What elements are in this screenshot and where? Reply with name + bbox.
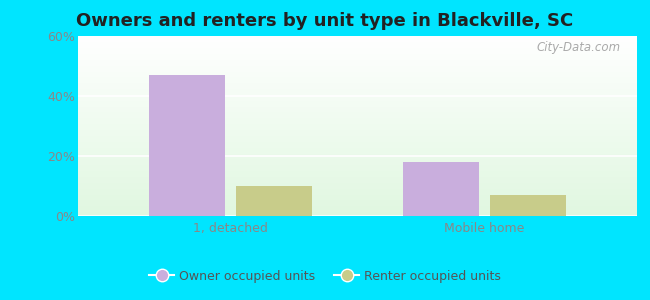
Legend: Owner occupied units, Renter occupied units: Owner occupied units, Renter occupied un…: [144, 265, 506, 288]
Text: City-Data.com: City-Data.com: [536, 41, 620, 54]
Bar: [235, 186, 312, 216]
Text: Owners and renters by unit type in Blackville, SC: Owners and renters by unit type in Black…: [77, 12, 573, 30]
Bar: [403, 162, 480, 216]
Bar: [489, 195, 566, 216]
Bar: [149, 75, 226, 216]
